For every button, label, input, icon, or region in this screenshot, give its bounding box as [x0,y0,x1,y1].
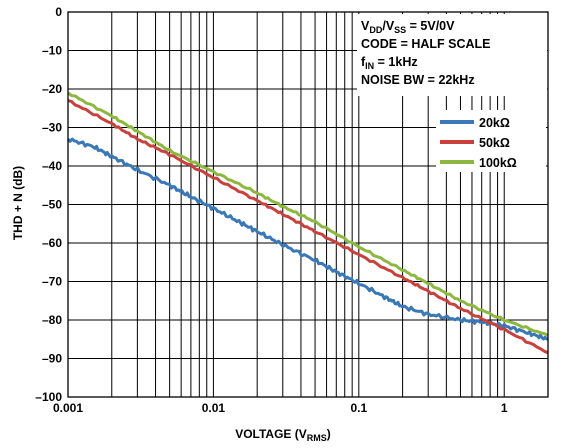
y-tick-label: –100 [35,390,62,404]
annotation-text: = 5V/0V [406,19,455,33]
y-tick-label: –40 [42,159,62,173]
plot-frame [67,11,549,398]
annotation-box: VDD/VSS = 5V/0V CODE = HALF SCALE fIN = 1k… [357,14,547,96]
annotation-text: CODE = HALF SCALE [361,37,491,51]
series-line-3 [67,91,549,337]
x-tick-label: 0.1 [350,401,367,415]
y-tick-label: –10 [42,44,62,58]
x-axis-title-end: ) [327,427,331,441]
x-axis-title-main: VOLTAGE (V [235,427,307,441]
y-tick-label: –20 [42,82,62,96]
y-tick-label: –70 [42,275,62,289]
x-axis-title-sub: RMS [307,433,327,443]
legend: 20kΩ 50kΩ 100kΩ [436,110,546,172]
series-line-1 [66,137,549,341]
annotation-line: NOISE BW = 22kHz [361,73,475,87]
y-tick-label: –80 [42,313,62,327]
y-tick-label: –30 [42,121,62,135]
annotation-background [357,14,547,96]
x-tick-label: 1 [501,401,508,415]
annotation-text: = 1kHz [374,55,417,69]
y-tick-label: 0 [55,5,62,19]
x-axis-title: VOLTAGE (VRMS) [235,427,331,443]
tick-labels: 0.001 0.01 0.1 1 0 –10 –20 –30 –40 –50 –60 –70 –80 –9… [35,5,508,415]
annotation-text: V [361,19,370,33]
x-tick-label: 0.01 [202,401,226,415]
annotation-subscript: SS [394,25,406,35]
annotation-text: f [361,55,366,69]
legend-label: 50kΩ [479,136,510,150]
legend-label: 100kΩ [479,156,517,170]
legend-label: 20kΩ [479,116,510,130]
annotation-line: CODE = HALF SCALE [361,37,491,51]
grid [67,11,549,398]
series-line-2 [67,99,549,355]
series-lines [66,91,549,355]
annotation-text: NOISE BW = 22kHz [361,73,475,87]
y-tick-label: –90 [42,352,62,366]
y-tick-label: –50 [42,198,62,212]
x-tick-label: 0.001 [53,401,83,415]
annotation-subscript: DD [369,25,382,35]
annotation-subscript: IN [365,61,374,71]
annotation-line: VDD/VSS = 5V/0V [361,19,455,35]
y-axis-title: THD + N (dB) [11,166,25,240]
annotation-text: /V [382,19,394,33]
y-tick-label: –60 [42,236,62,250]
annotation-line: fIN = 1kHz [361,55,418,71]
